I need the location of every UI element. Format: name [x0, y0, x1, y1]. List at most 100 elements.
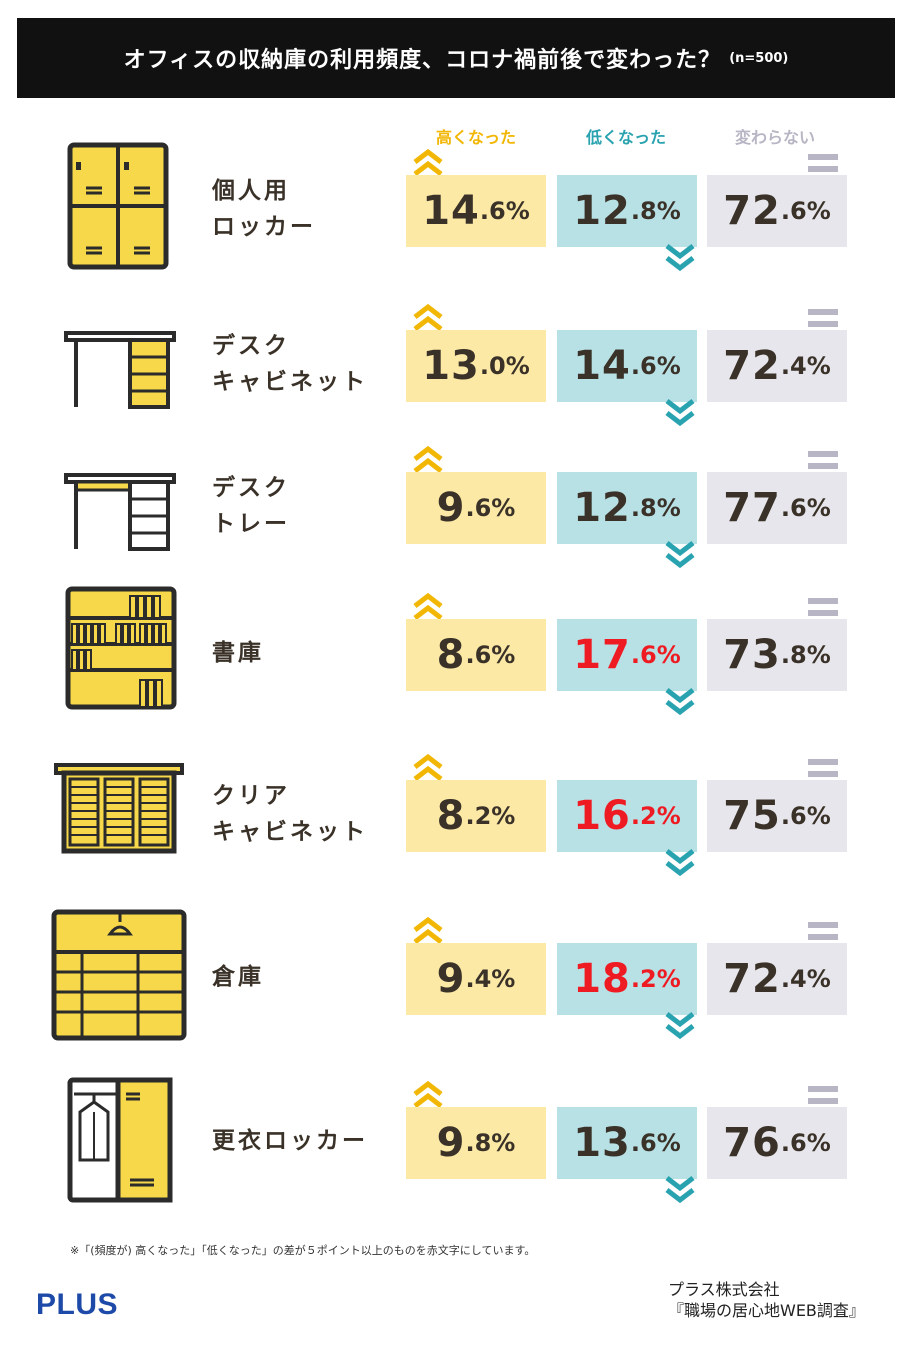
value-cell-same: 72.4%	[707, 943, 847, 1015]
value-decimal: .2%	[630, 965, 681, 993]
chevron-down-icon	[664, 240, 696, 278]
table-row: 倉庫 9.4% 18.2% 72.4%	[0, 908, 911, 1048]
row-label-line: 個人用	[212, 178, 290, 205]
row-label-line: 書庫	[212, 640, 264, 667]
warehouse-icon	[50, 908, 190, 1048]
row-label: 倉庫	[212, 908, 392, 1048]
value-integer: 9	[436, 1120, 466, 1166]
value-decimal: .6%	[479, 197, 530, 225]
equals-icon	[808, 755, 838, 787]
row-label: 更衣ロッカー	[212, 1072, 392, 1212]
table-row: 更衣ロッカー 9.8% 13.6% 76.6%	[0, 1072, 911, 1212]
bookshelf-icon	[50, 584, 190, 724]
value-decimal: .4%	[780, 352, 831, 380]
footnote: ※「(頻度が) 高くなった」「低くなった」の差が５ポイント以上のものを赤文字にし…	[70, 1244, 536, 1257]
value-integer: 8	[436, 632, 466, 678]
value-integer: 14	[573, 343, 631, 389]
value-decimal: .6%	[630, 352, 681, 380]
chevron-down-icon	[664, 684, 696, 722]
page-title: オフィスの収納庫の利用頻度、コロナ禍前後で変わった？	[123, 48, 722, 73]
chevron-up-icon	[412, 751, 444, 789]
value-integer: 77	[723, 485, 781, 531]
table-row: デスク トレー 9.6% 12.8% 77.6%	[0, 437, 911, 577]
value-decimal: .6%	[630, 641, 681, 669]
row-label: 個人用 ロッカー	[212, 140, 392, 280]
desk-tray-icon	[50, 437, 190, 577]
value-integer: 16	[573, 793, 631, 839]
value-decimal: .8%	[780, 641, 831, 669]
row-label: クリア キャビネット	[212, 745, 392, 885]
value-cell-same: 76.6%	[707, 1107, 847, 1179]
chevron-down-icon	[664, 395, 696, 433]
column-header-same: 変わらない	[734, 128, 815, 147]
value-decimal: .8%	[630, 494, 681, 522]
value-cell-down: 12.8%	[557, 175, 697, 247]
value-integer: 12	[573, 188, 631, 234]
plus-logo: PLUS	[36, 1288, 119, 1321]
value-cell-down: 16.2%	[557, 780, 697, 852]
value-integer: 13	[422, 343, 480, 389]
table-row: 個人用 ロッカー 14.6% 12.8% 72.6%	[0, 140, 911, 280]
equals-icon	[808, 594, 838, 626]
row-label-line: デスク	[212, 333, 290, 360]
source-credit: プラス株式会社 『職場の居心地WEB調査』	[668, 1280, 865, 1322]
row-label: 書庫	[212, 584, 392, 724]
value-decimal: .2%	[630, 802, 681, 830]
table-row: 書庫 8.6% 17.6% 73.8%	[0, 584, 911, 724]
equals-icon	[808, 150, 838, 182]
changing-locker-icon	[50, 1072, 190, 1212]
value-decimal: .6%	[780, 494, 831, 522]
value-integer: 13	[573, 1120, 631, 1166]
value-integer: 9	[436, 485, 466, 531]
value-cell-up: 9.8%	[406, 1107, 546, 1179]
value-integer: 72	[723, 956, 781, 1002]
value-cell-same: 72.4%	[707, 330, 847, 402]
chevron-down-icon	[664, 1008, 696, 1046]
value-integer: 75	[723, 793, 781, 839]
chevron-up-icon	[412, 1078, 444, 1116]
page-title-bar: オフィスの収納庫の利用頻度、コロナ禍前後で変わった？ (n=500)	[17, 18, 895, 98]
row-label: デスク キャビネット	[212, 295, 392, 435]
value-integer: 72	[723, 343, 781, 389]
value-decimal: .8%	[465, 1129, 516, 1157]
value-cell-up: 9.4%	[406, 943, 546, 1015]
value-decimal: .2%	[465, 802, 516, 830]
equals-icon	[808, 1082, 838, 1114]
table-row: デスクキャビネット 13.0% 14.6% 72.4%	[0, 295, 911, 435]
row-label-line: トレー	[212, 511, 290, 537]
source-survey: 『職場の居心地WEB調査』	[668, 1300, 865, 1320]
source-company: プラス株式会社	[668, 1280, 780, 1299]
row-label-line: キャビネット	[212, 819, 368, 845]
value-cell-up: 8.2%	[406, 780, 546, 852]
desk-cabinet-icon	[50, 295, 190, 435]
value-integer: 14	[422, 188, 480, 234]
row-label-line: 倉庫	[212, 964, 264, 991]
value-cell-up: 8.6%	[406, 619, 546, 691]
value-integer: 18	[573, 956, 631, 1002]
locker-icon	[50, 140, 190, 280]
value-decimal: .6%	[780, 197, 831, 225]
value-integer: 8	[436, 793, 466, 839]
table-row: クリア キャビネット 8.2% 16.2% 75.6%	[0, 745, 911, 885]
row-label-line: デスク	[212, 475, 290, 502]
value-integer: 12	[573, 485, 631, 531]
chevron-down-icon	[664, 845, 696, 883]
chevron-up-icon	[412, 914, 444, 952]
value-cell-up: 14.6%	[406, 175, 546, 247]
sample-size: (n=500)	[729, 50, 789, 66]
value-decimal: .8%	[630, 197, 681, 225]
value-decimal: .6%	[780, 802, 831, 830]
chevron-down-icon	[664, 1172, 696, 1210]
value-integer: 73	[723, 632, 781, 678]
chevron-up-icon	[412, 301, 444, 339]
value-integer: 17	[573, 632, 631, 678]
chevron-down-icon	[664, 537, 696, 575]
value-cell-same: 75.6%	[707, 780, 847, 852]
value-cell-down: 12.8%	[557, 472, 697, 544]
value-integer: 72	[723, 188, 781, 234]
equals-icon	[808, 447, 838, 479]
value-decimal: .6%	[465, 641, 516, 669]
row-label-line: キャビネット	[212, 369, 368, 395]
value-cell-down: 13.6%	[557, 1107, 697, 1179]
value-decimal: .0%	[479, 352, 530, 380]
